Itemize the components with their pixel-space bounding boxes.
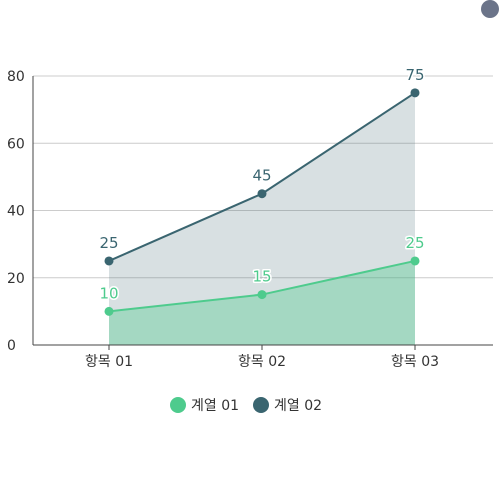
data-point[interactable] <box>410 256 420 266</box>
menu-dot-icon[interactable] <box>481 0 499 18</box>
legend-marker[interactable] <box>253 397 269 413</box>
data-point[interactable] <box>104 306 114 316</box>
y-tick-label: 0 <box>7 338 16 354</box>
y-tick-label: 40 <box>7 204 25 220</box>
legend-label[interactable]: 계열 01 <box>191 398 239 414</box>
y-tick-label: 60 <box>7 136 25 152</box>
series-area <box>109 260 415 345</box>
data-label: 10 <box>99 284 118 302</box>
data-point[interactable] <box>257 189 267 199</box>
data-point[interactable] <box>104 256 114 266</box>
x-tick-label: 항목 02 <box>238 354 286 370</box>
x-tick-label: 항목 03 <box>391 354 439 370</box>
y-tick-label: 80 <box>7 69 25 85</box>
data-label: 25 <box>405 234 424 252</box>
legend-label[interactable]: 계열 02 <box>274 398 322 414</box>
data-point[interactable] <box>257 290 267 300</box>
legend-marker[interactable] <box>170 397 186 413</box>
data-label: 25 <box>99 234 118 252</box>
data-label: 45 <box>252 167 271 185</box>
data-point[interactable] <box>410 88 420 98</box>
series-area <box>109 92 415 345</box>
x-tick-label: 항목 01 <box>85 354 133 370</box>
y-tick-label: 20 <box>7 271 25 287</box>
data-label: 15 <box>252 268 271 286</box>
data-label: 75 <box>405 66 424 84</box>
